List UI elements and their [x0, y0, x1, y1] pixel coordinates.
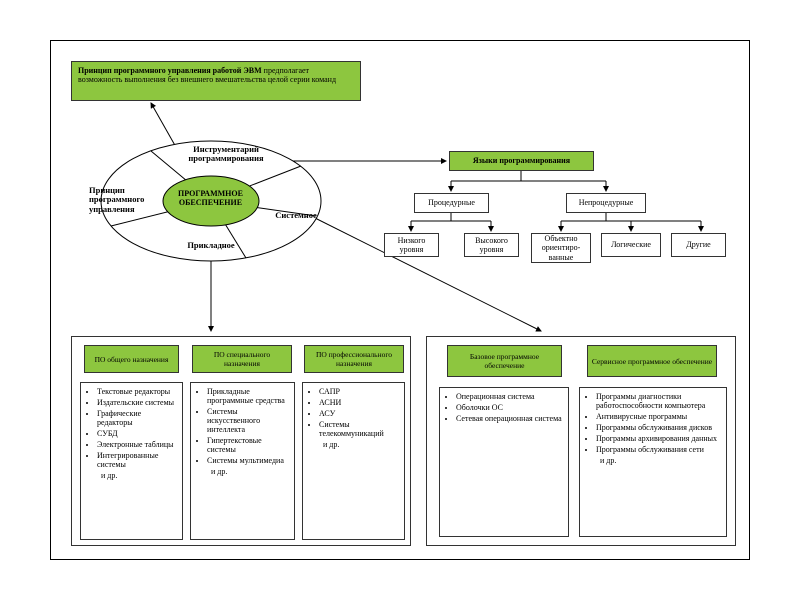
left-col2-ul: Прикладные программные средства Системы и… — [197, 387, 290, 476]
diagram-frame: Принцип программного управления работой … — [50, 40, 750, 560]
tree-root: Языки программирования — [449, 151, 594, 171]
list-item: Системы искусственного интеллекта — [207, 407, 290, 434]
tree-low-level: Низкого уровня — [384, 233, 439, 257]
principle-banner: Принцип программного управления работой … — [71, 61, 361, 101]
list-item: Программы диагностики работоспособности … — [596, 392, 722, 410]
pie-center-label: ПРОГРАММНОЕ ОБЕСПЕЧЕНИЕ — [178, 189, 243, 207]
list-item: Операционная система — [456, 392, 564, 401]
right-col2-list: Программы диагностики работоспособности … — [579, 387, 727, 537]
list-item: и др. — [323, 440, 400, 449]
pie-slice-left: Принцип программного управления — [89, 186, 159, 214]
list-item: Электронные таблицы — [97, 440, 178, 449]
left-col2-list: Прикладные программные средства Системы и… — [190, 382, 295, 540]
list-item: САПР — [319, 387, 400, 396]
tree-other: Другие — [671, 233, 726, 257]
tree-nonprocedural: Непроцедурные — [566, 193, 646, 213]
pie-slice-bottom: Прикладное — [171, 241, 251, 250]
system-panel: Базовое программное обеспечение Сервисно… — [426, 336, 736, 546]
list-item: Антивирусные программы — [596, 412, 722, 421]
list-item: Программы обслуживания сети — [596, 445, 722, 454]
tree-oop: Объектно ориентиро-ванные — [531, 233, 591, 263]
right-col1-list: Операционная система Оболочки ОС Сетевая о… — [439, 387, 569, 537]
left-col3-head: ПО профессионального назначения — [304, 345, 404, 373]
left-col3-ul: САПР АСНИ АСУ Системы телекоммуникаций и др. — [309, 387, 400, 449]
pie-slice-top: Инструментарий программирования — [171, 145, 281, 164]
list-item: Интегрированные системы — [97, 451, 178, 469]
tree-logic: Логические — [601, 233, 661, 257]
list-item: Системы мультимедиа — [207, 456, 290, 465]
list-item: АСУ — [319, 409, 400, 418]
tree-high-level: Высокого уровня — [464, 233, 519, 257]
list-item: и др. — [600, 456, 722, 465]
list-item: Сетевая операционная система — [456, 414, 564, 423]
list-item: Гипертекстовые системы — [207, 436, 290, 454]
list-item: АСНИ — [319, 398, 400, 407]
list-item: Прикладные программные средства — [207, 387, 290, 405]
right-col2-ul: Программы диагностики работоспособности … — [586, 392, 722, 465]
list-item: Системы телекоммуникаций — [319, 420, 400, 438]
applied-panel: ПО общего назначения ПО специального наз… — [71, 336, 411, 546]
list-item: Издательские системы — [97, 398, 178, 407]
banner-bold: Принцип программного управления работой … — [78, 66, 262, 75]
right-col1-head: Базовое программное обеспечение — [447, 345, 562, 377]
right-col2-head: Сервисное программное обеспечение — [587, 345, 717, 377]
pie-slice-right: Системное — [266, 211, 326, 220]
list-item: Графические редакторы — [97, 409, 178, 427]
left-col1-list: Текстовые редакторы Издательские системы Г… — [80, 382, 183, 540]
list-item: Программы архивирования данных — [596, 434, 722, 443]
tree-procedural: Процедурные — [414, 193, 489, 213]
list-item: и др. — [211, 467, 290, 476]
right-col1-ul: Операционная система Оболочки ОС Сетевая о… — [446, 392, 564, 423]
list-item: СУБД — [97, 429, 178, 438]
left-col1-head: ПО общего назначения — [84, 345, 179, 373]
list-item: Программы обслуживания дисков — [596, 423, 722, 432]
list-item: и др. — [101, 471, 178, 480]
left-col3-list: САПР АСНИ АСУ Системы телекоммуникаций и др. — [302, 382, 405, 540]
left-col1-ul: Текстовые редакторы Издательские системы Г… — [87, 387, 178, 480]
left-col2-head: ПО специального назначения — [192, 345, 292, 373]
list-item: Текстовые редакторы — [97, 387, 178, 396]
list-item: Оболочки ОС — [456, 403, 564, 412]
